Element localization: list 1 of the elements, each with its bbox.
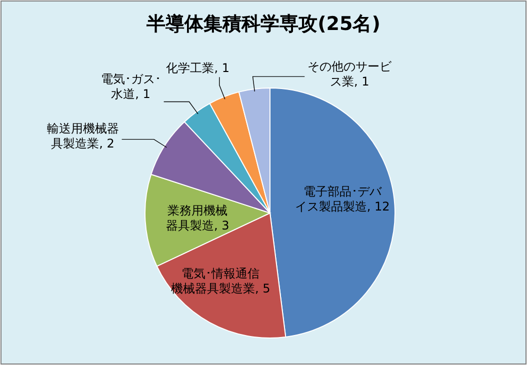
chart-title: 半導体集積科学専攻(25名) <box>146 13 380 35</box>
